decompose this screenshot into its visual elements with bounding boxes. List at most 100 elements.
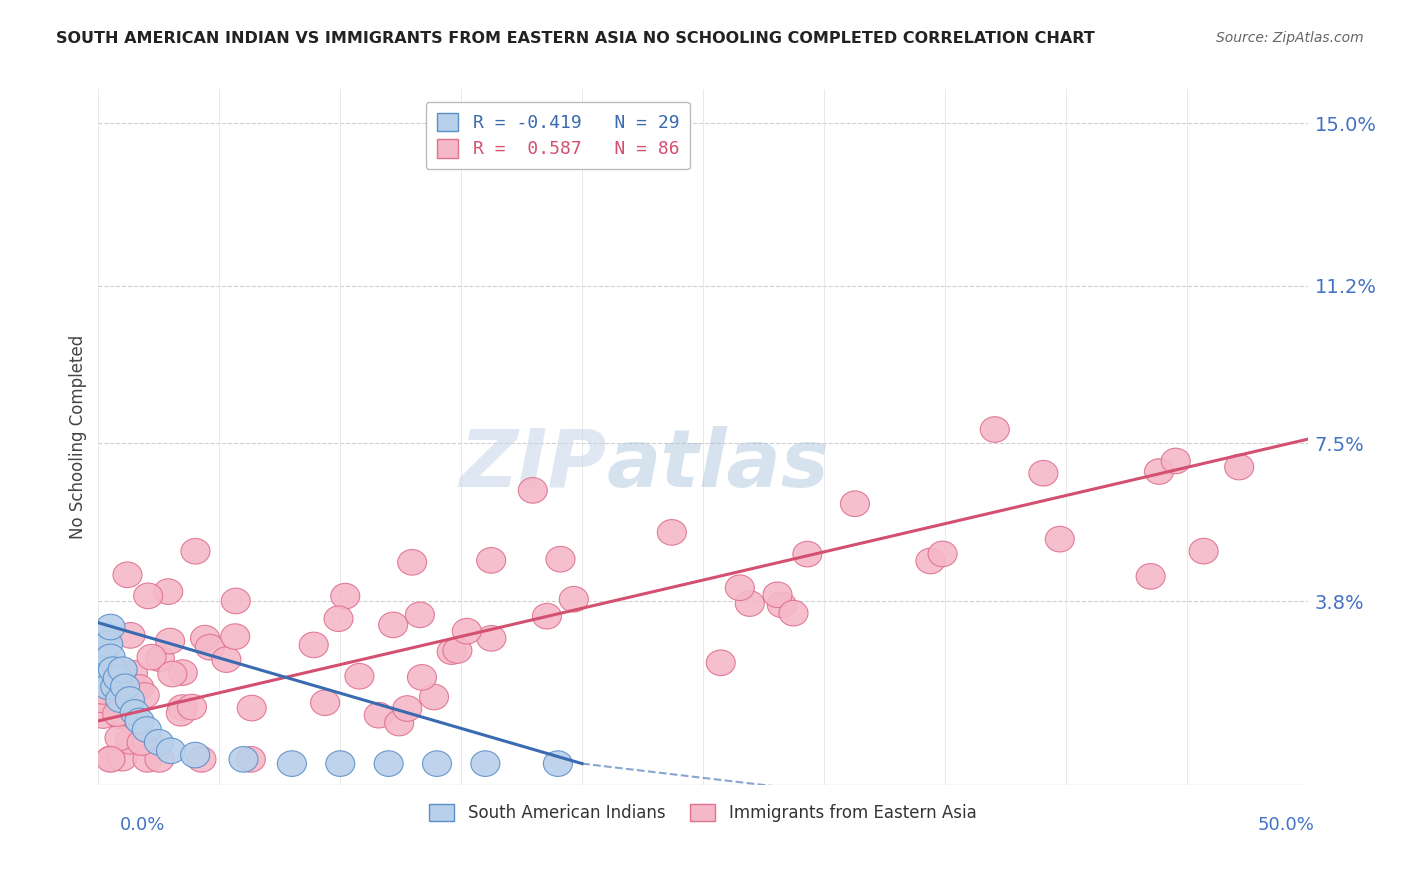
Ellipse shape (543, 751, 572, 776)
Ellipse shape (156, 628, 184, 654)
Ellipse shape (89, 703, 118, 729)
Ellipse shape (560, 586, 588, 612)
Ellipse shape (405, 602, 434, 628)
Ellipse shape (105, 703, 135, 729)
Ellipse shape (157, 661, 187, 687)
Ellipse shape (311, 690, 340, 715)
Ellipse shape (1161, 448, 1191, 474)
Ellipse shape (326, 751, 354, 776)
Ellipse shape (419, 684, 449, 710)
Ellipse shape (87, 687, 117, 713)
Ellipse shape (89, 644, 118, 670)
Ellipse shape (111, 674, 139, 699)
Ellipse shape (103, 701, 132, 726)
Ellipse shape (374, 751, 404, 776)
Ellipse shape (437, 639, 467, 665)
Ellipse shape (546, 547, 575, 572)
Ellipse shape (915, 549, 945, 574)
Ellipse shape (105, 725, 134, 751)
Text: Source: ZipAtlas.com: Source: ZipAtlas.com (1216, 31, 1364, 45)
Ellipse shape (105, 687, 135, 713)
Ellipse shape (91, 623, 120, 648)
Ellipse shape (108, 746, 136, 771)
Ellipse shape (86, 632, 115, 657)
Ellipse shape (98, 670, 128, 695)
Ellipse shape (96, 747, 125, 772)
Ellipse shape (344, 664, 374, 689)
Ellipse shape (153, 579, 183, 605)
Ellipse shape (793, 541, 823, 567)
Ellipse shape (181, 539, 209, 564)
Ellipse shape (131, 682, 159, 708)
Ellipse shape (841, 491, 869, 516)
Legend: South American Indians, Immigrants from Eastern Asia: South American Indians, Immigrants from … (423, 797, 983, 829)
Ellipse shape (477, 548, 506, 574)
Ellipse shape (94, 674, 122, 699)
Ellipse shape (763, 582, 792, 607)
Ellipse shape (323, 606, 353, 632)
Ellipse shape (735, 591, 765, 616)
Ellipse shape (408, 665, 436, 690)
Ellipse shape (443, 638, 472, 664)
Ellipse shape (1029, 460, 1057, 486)
Ellipse shape (928, 541, 957, 566)
Ellipse shape (180, 742, 209, 768)
Ellipse shape (96, 644, 125, 670)
Ellipse shape (101, 674, 129, 699)
Text: 0.0%: 0.0% (120, 816, 165, 834)
Ellipse shape (125, 708, 155, 734)
Ellipse shape (364, 702, 394, 728)
Ellipse shape (136, 644, 166, 670)
Ellipse shape (108, 671, 138, 697)
Ellipse shape (221, 624, 250, 649)
Ellipse shape (98, 657, 128, 682)
Ellipse shape (94, 632, 122, 657)
Ellipse shape (115, 729, 145, 754)
Ellipse shape (166, 700, 195, 726)
Ellipse shape (392, 696, 422, 722)
Ellipse shape (104, 689, 134, 714)
Ellipse shape (108, 700, 138, 725)
Ellipse shape (658, 519, 686, 545)
Ellipse shape (127, 730, 156, 756)
Ellipse shape (238, 695, 266, 721)
Ellipse shape (115, 687, 145, 713)
Text: ZIP: ZIP (458, 425, 606, 504)
Ellipse shape (453, 618, 481, 644)
Ellipse shape (768, 592, 796, 617)
Ellipse shape (229, 747, 259, 772)
Ellipse shape (103, 665, 132, 691)
Ellipse shape (519, 477, 547, 503)
Ellipse shape (299, 632, 328, 657)
Ellipse shape (980, 417, 1010, 442)
Ellipse shape (169, 660, 197, 685)
Ellipse shape (156, 738, 186, 764)
Ellipse shape (89, 657, 118, 682)
Ellipse shape (167, 695, 197, 721)
Ellipse shape (145, 747, 174, 772)
Ellipse shape (533, 603, 561, 629)
Ellipse shape (117, 623, 145, 648)
Ellipse shape (378, 612, 408, 638)
Ellipse shape (93, 680, 122, 705)
Ellipse shape (134, 747, 162, 772)
Ellipse shape (112, 562, 142, 588)
Text: atlas: atlas (606, 425, 830, 504)
Ellipse shape (96, 615, 125, 640)
Ellipse shape (212, 647, 240, 673)
Ellipse shape (725, 575, 755, 600)
Ellipse shape (125, 674, 153, 700)
Ellipse shape (471, 751, 501, 776)
Ellipse shape (277, 751, 307, 776)
Ellipse shape (195, 634, 225, 660)
Y-axis label: No Schooling Completed: No Schooling Completed (69, 335, 87, 539)
Ellipse shape (134, 583, 163, 608)
Ellipse shape (398, 549, 426, 575)
Ellipse shape (706, 650, 735, 675)
Ellipse shape (330, 583, 360, 609)
Ellipse shape (1144, 458, 1174, 484)
Ellipse shape (385, 710, 413, 736)
Ellipse shape (477, 625, 506, 651)
Ellipse shape (236, 747, 266, 772)
Ellipse shape (145, 646, 174, 672)
